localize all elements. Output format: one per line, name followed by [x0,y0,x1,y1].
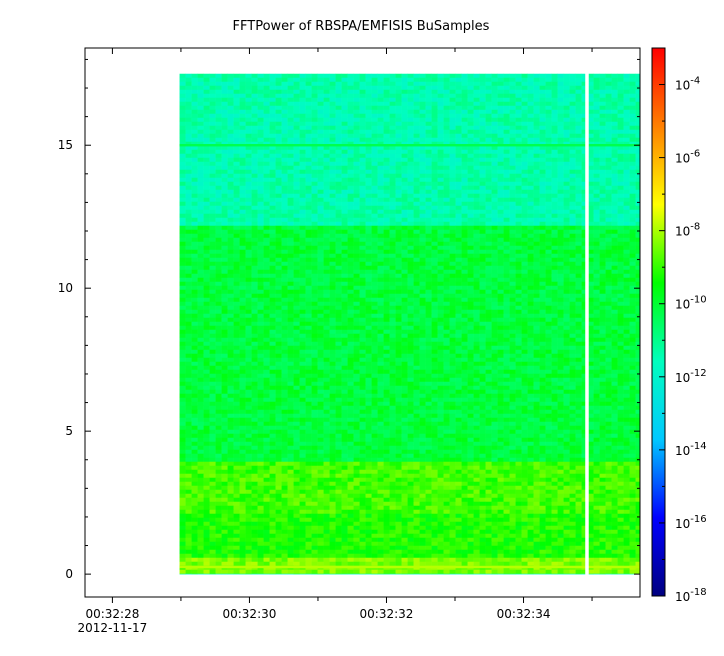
colorbar-tick-label: 10-16 [675,514,707,531]
spectral-line [179,144,641,147]
colorbar-tick-label: 10-4 [675,76,700,93]
colorbar-tick-label: 10-10 [675,295,707,312]
x-tick-label: 00:32:34 [497,607,551,621]
x-tick-label: 00:32:30 [222,607,276,621]
x-date-label: 2012-11-17 [78,621,148,635]
y-axis: 0 5 10 15 [58,58,640,581]
colorbar-tick-label: 10-14 [675,441,707,458]
x-tick-label: 00:32:28 [85,607,139,621]
spectral-line [179,565,641,569]
y-tick-label: 10 [58,281,73,295]
colorbar-tick-label: 10-6 [675,149,700,166]
spectrogram-cells [179,73,641,575]
plot-area [84,47,641,598]
x-tick-label: 00:32:32 [360,607,414,621]
colorbar: 10-18 10-16 10-14 10-12 10-10 10-8 10-6 10-4 [651,47,707,604]
colorbar-gradient [651,47,666,597]
colorbar-tick-label: 10-18 [675,587,707,604]
y-tick-label: 0 [65,567,73,581]
y-tick-label: 5 [65,424,73,438]
y-tick-label: 15 [58,138,73,152]
plot-border [84,47,641,598]
colorbar-tick-label: 10-12 [675,368,707,385]
colorbar-tick-label: 10-8 [675,222,700,239]
data-gap [585,72,589,576]
chart-title: FFTPower of RBSPA/EMFISIS BuSamples [233,19,490,34]
